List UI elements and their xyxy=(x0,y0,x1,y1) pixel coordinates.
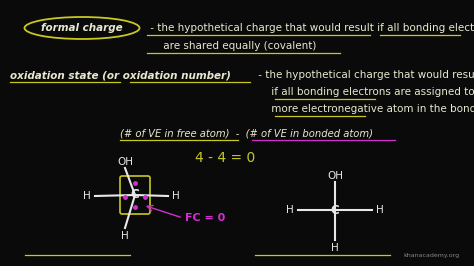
Text: - the hypothetical charge that would result if all bonding electrons: - the hypothetical charge that would res… xyxy=(147,23,474,33)
Text: H: H xyxy=(286,205,294,215)
Text: H: H xyxy=(331,243,339,253)
Text: C: C xyxy=(131,189,139,202)
Text: more electronegative atom in the bond (ionic): more electronegative atom in the bond (i… xyxy=(255,104,474,114)
Text: H: H xyxy=(83,191,91,201)
Text: OH: OH xyxy=(327,171,343,181)
Text: FC = 0: FC = 0 xyxy=(185,213,225,223)
Text: 4 - 4 = 0: 4 - 4 = 0 xyxy=(195,151,255,165)
Text: formal charge: formal charge xyxy=(41,23,123,33)
Text: if all bonding electrons are assigned to the: if all bonding electrons are assigned to… xyxy=(255,87,474,97)
Text: H: H xyxy=(172,191,180,201)
Text: khanacademy.org: khanacademy.org xyxy=(404,253,460,258)
Text: - the hypothetical charge that would result: - the hypothetical charge that would res… xyxy=(255,70,474,80)
Text: oxidation state (or oxidation number): oxidation state (or oxidation number) xyxy=(10,70,231,80)
Text: OH: OH xyxy=(117,157,133,167)
Text: C: C xyxy=(331,203,339,217)
Text: (# of VE in free atom)  -  (# of VE in bonded atom): (# of VE in free atom) - (# of VE in bon… xyxy=(120,128,373,138)
Text: H: H xyxy=(121,231,129,241)
Text: H: H xyxy=(376,205,384,215)
Text: are shared equally (covalent): are shared equally (covalent) xyxy=(147,41,316,51)
